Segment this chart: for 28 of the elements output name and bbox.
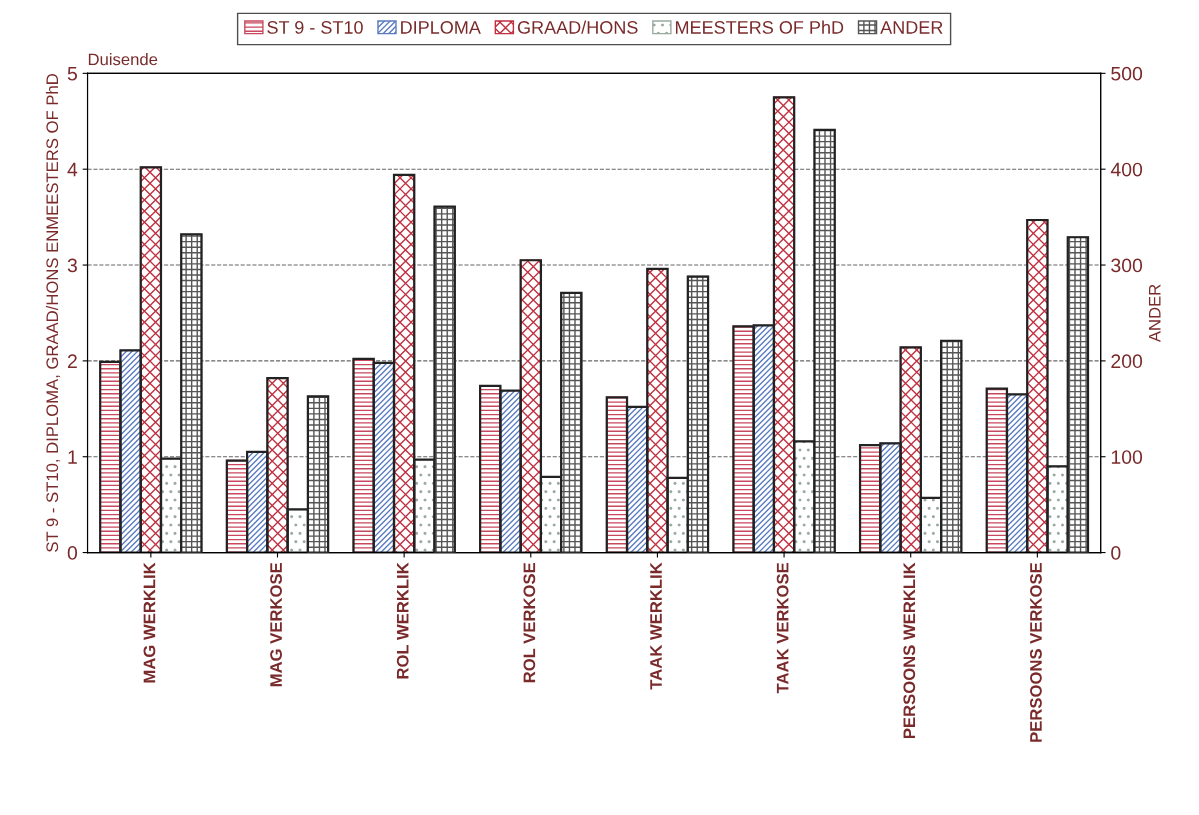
legend-label: MEESTERS OF PhD bbox=[675, 20, 844, 34]
y-tick-label: 4 bbox=[67, 162, 78, 177]
y-tick-label: 5 bbox=[67, 67, 77, 81]
x-tick-label: TAAK VERKOSE bbox=[776, 562, 789, 694]
text: Duisende bbox=[88, 53, 158, 66]
y-tick-label: 0 bbox=[67, 546, 78, 560]
legend-label: ST 9 - ST10 bbox=[267, 21, 363, 34]
x-tick-label: TAAK WERKLIK bbox=[650, 562, 662, 690]
legend-label: GRAAD/HONS bbox=[517, 20, 638, 34]
y2-tick-label: 500 bbox=[1111, 66, 1143, 81]
y-tick-label: 3 bbox=[67, 258, 77, 273]
y2-tick-label: 200 bbox=[1111, 354, 1143, 369]
y-tick-label: 2 bbox=[67, 354, 77, 368]
x-tick-label: MAG WERKLIK bbox=[143, 562, 156, 683]
x-tick-label: PERSOONS VERKOSE bbox=[1030, 562, 1042, 742]
x-tick-label: PERSOONS WERKLIK bbox=[903, 562, 916, 739]
x-tick-label: MAG VERKOSE bbox=[270, 562, 282, 687]
y-tick-label: 1 bbox=[68, 450, 77, 464]
y2-axis-title: ANDER bbox=[1149, 284, 1161, 343]
y2-tick-label: 300 bbox=[1111, 258, 1143, 273]
y2-tick-label: 0 bbox=[1111, 546, 1121, 560]
x-tick-label: ROL WERKLIK bbox=[396, 562, 409, 679]
y2-tick-label: 100 bbox=[1111, 450, 1143, 464]
legend-label: DIPLOMA bbox=[401, 21, 481, 34]
y2-tick-label: 400 bbox=[1110, 162, 1143, 177]
x-tick-label: ROL VERKOSE bbox=[523, 562, 536, 683]
legend-label: ANDER bbox=[880, 21, 943, 34]
y-axis-title: ST 9 - ST10, DIPLOMA, GRAAD/HONS ENMEESTERS OF PhD bbox=[45, 74, 61, 552]
